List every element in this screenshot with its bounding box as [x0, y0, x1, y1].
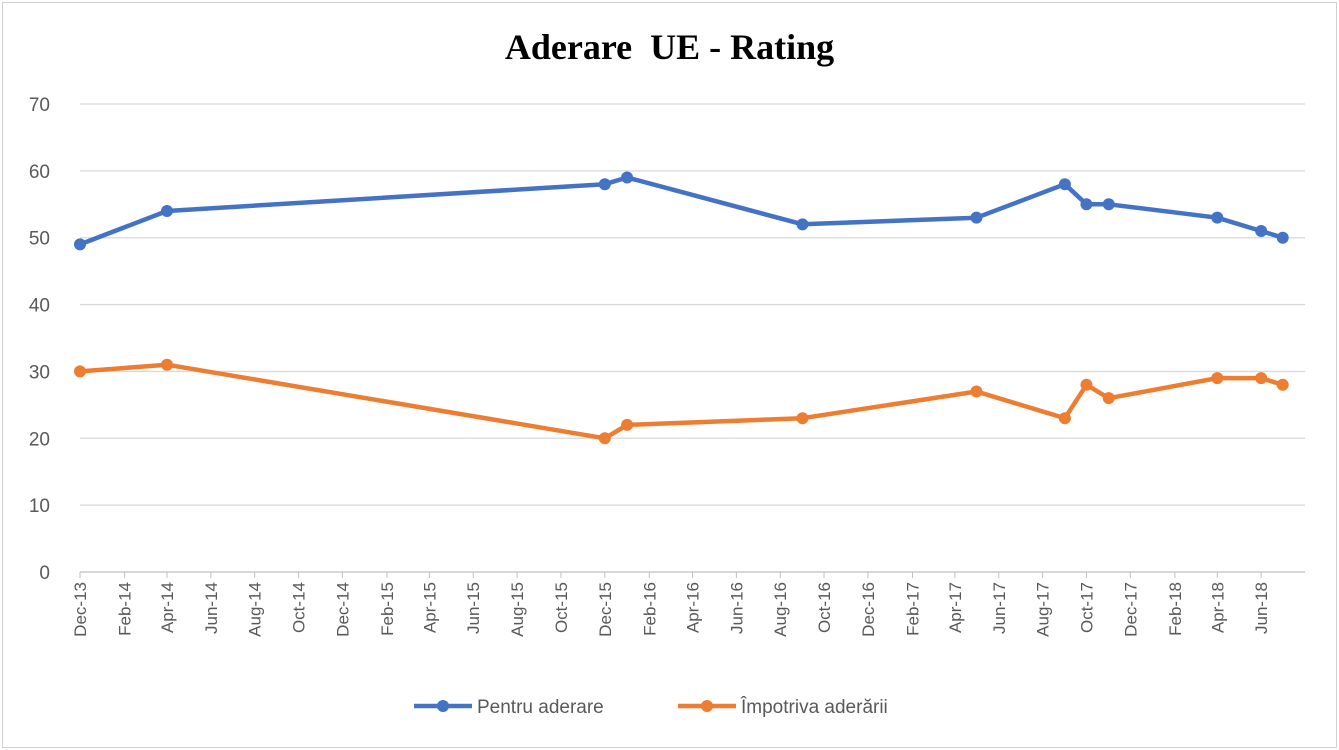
x-tick-label: Dec-13: [71, 582, 90, 637]
legend-marker-impotriva-aderarii: [701, 700, 713, 712]
x-tick-label: Feb-15: [378, 582, 397, 636]
x-tick-label: Apr-14: [158, 582, 177, 633]
x-tick-label: Feb-16: [640, 582, 659, 636]
data-point-pentru-aderare: [1276, 231, 1289, 244]
x-tick-label: Jun-16: [727, 582, 746, 634]
x-tick-label: Aug-17: [1034, 582, 1053, 637]
x-tick-label: Oct-16: [815, 582, 834, 633]
data-point-impotriva-aderarii: [74, 365, 86, 378]
chart-title: Aderare UE - Rating: [504, 27, 835, 67]
data-point-pentru-aderare: [796, 218, 809, 231]
y-tick-label: 20: [29, 429, 50, 450]
y-tick-label: 40: [29, 296, 50, 317]
x-tick-label: Apr-16: [684, 582, 703, 633]
x-tick-label: Dec-16: [859, 582, 878, 637]
data-point-impotriva-aderarii: [1080, 378, 1093, 391]
series-pentru-aderare: [74, 171, 1289, 251]
data-point-impotriva-aderarii: [598, 432, 611, 445]
legend-label-impotriva-aderarii: Împotriva aderării: [740, 696, 888, 718]
x-tick-label: Oct-17: [1077, 582, 1096, 633]
y-tick-label: 10: [29, 496, 50, 517]
data-point-pentru-aderare: [1211, 211, 1224, 224]
data-point-impotriva-aderarii: [1276, 378, 1289, 391]
x-tick-label: Dec-17: [1121, 582, 1140, 637]
x-tick-label: Jun-14: [202, 582, 221, 634]
y-tick-label: 70: [29, 95, 50, 116]
legend-marker-pentru-aderare: [437, 700, 449, 712]
x-tick-label: Jun-15: [464, 582, 483, 634]
legend-label-pentru-aderare: Pentru aderare: [477, 697, 604, 718]
x-tick-label: Feb-14: [116, 582, 135, 636]
data-point-pentru-aderare: [621, 171, 634, 184]
x-tick-label: Apr-18: [1208, 582, 1227, 633]
data-point-pentru-aderare: [74, 238, 86, 251]
data-point-pentru-aderare: [1102, 198, 1115, 211]
data-point-impotriva-aderarii: [1058, 412, 1071, 425]
y-tick-label: 60: [29, 162, 50, 183]
data-point-pentru-aderare: [598, 178, 611, 191]
data-point-pentru-aderare: [1255, 225, 1268, 238]
data-point-impotriva-aderarii: [1255, 372, 1268, 385]
data-point-impotriva-aderarii: [970, 385, 983, 398]
series-line-pentru-aderare: [77, 175, 1285, 247]
data-point-pentru-aderare: [970, 211, 983, 224]
y-tick-label: 0: [39, 563, 50, 584]
x-tick-label: Aug-14: [246, 582, 265, 637]
x-tick-label: Aug-16: [771, 582, 790, 637]
x-tick-label: Jun-17: [990, 582, 1009, 634]
y-tick-label: 50: [29, 229, 50, 250]
series-group: [74, 171, 1289, 445]
x-tick-label: Apr-15: [420, 582, 439, 633]
x-tick-label: Aug-15: [508, 582, 527, 637]
data-point-pentru-aderare: [1058, 178, 1071, 191]
x-tick-label: Feb-18: [1166, 582, 1185, 636]
x-tick-label: Oct-15: [552, 582, 571, 633]
y-axis-ticks: 0 10 20 30 40 50 60 70: [29, 95, 50, 584]
x-tick-label: Dec-14: [333, 582, 352, 637]
y-tick-label: 30: [29, 362, 50, 383]
series-line-impotriva-aderarii: [77, 362, 1285, 441]
data-point-pentru-aderare: [160, 204, 173, 217]
x-axis: Dec-13 Feb-14 Apr-14 Jun-14 Aug-14 Oct-14 Dec-…: [71, 572, 1271, 637]
data-point-impotriva-aderarii: [1211, 372, 1224, 385]
data-point-impotriva-aderarii: [1102, 392, 1115, 405]
x-tick-label: Jun-18: [1252, 582, 1271, 634]
data-point-pentru-aderare: [1080, 198, 1093, 211]
series-impotriva-aderarii: [74, 358, 1289, 445]
legend: Pentru aderare Împotriva aderării: [414, 696, 888, 718]
x-tick-label: Oct-14: [290, 582, 309, 633]
data-point-impotriva-aderarii: [621, 418, 634, 431]
x-tick-label: Dec-15: [596, 582, 615, 637]
data-point-impotriva-aderarii: [160, 358, 173, 371]
x-tick-label: Apr-17: [946, 582, 965, 633]
x-tick-label: Feb-17: [903, 582, 922, 636]
data-point-impotriva-aderarii: [796, 412, 809, 425]
grid-lines: [80, 103, 1305, 573]
